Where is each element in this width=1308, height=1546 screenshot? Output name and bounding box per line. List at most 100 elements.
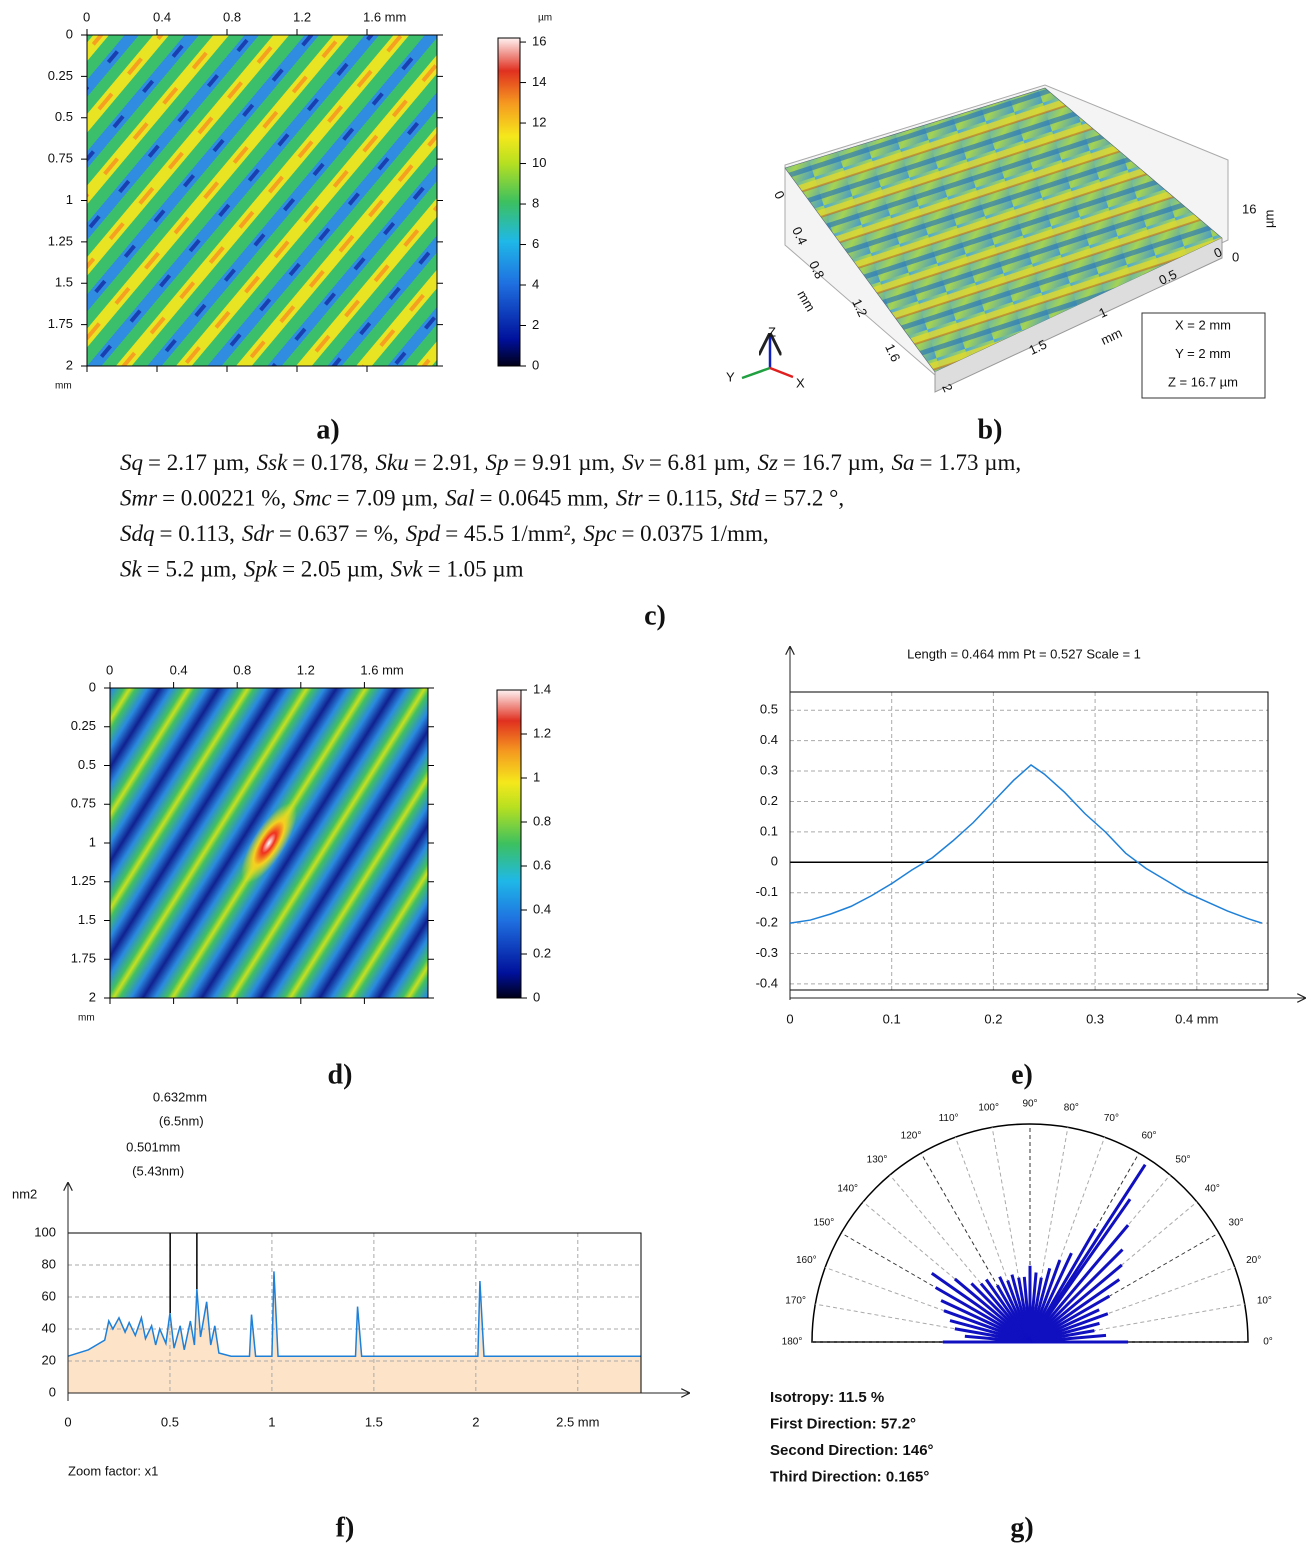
colorbar-tick-label: 0.8 — [533, 813, 551, 828]
panel-label: g) — [1010, 1512, 1033, 1543]
y-tick-label: 0.5 — [55, 109, 73, 124]
y-tick-label: 80 — [42, 1256, 56, 1271]
angle-label: 50° — [1175, 1154, 1190, 1165]
angle-label: 160° — [796, 1255, 817, 1266]
y-tick-label: 1.25 — [48, 233, 73, 248]
parameter-value: = 2.05 µm, — [282, 557, 384, 582]
y-tick-label: 0.75 — [48, 151, 73, 166]
colorbar — [497, 37, 521, 367]
parameter-value: = 0.178, — [292, 450, 368, 475]
angle-label: 10° — [1257, 1295, 1272, 1306]
colorbar-tick-label: 1.2 — [533, 725, 551, 740]
direction-ray — [1029, 1278, 1121, 1344]
angle-label: 40° — [1205, 1184, 1220, 1195]
y-tick-label: 1.5 — [78, 912, 96, 927]
axis-triad-label: X — [796, 375, 805, 390]
x-unit-3d: mm — [794, 288, 818, 314]
parameter-value: = 2.91, — [414, 450, 479, 475]
parameter-value: = 2.17 µm, — [148, 450, 250, 475]
x-tick-label: 0.8 — [223, 9, 241, 24]
x-tick-label: 0.5 — [161, 1414, 179, 1429]
parameter-name: Smc — [293, 486, 331, 511]
parameter-name: Sq — [120, 450, 143, 475]
y-tick-label: 40 — [42, 1320, 56, 1335]
isotropy-stat: First Direction: 57.2° — [770, 1415, 916, 1432]
parameter-value: = 0.0645 mm, — [480, 486, 609, 511]
y-tick-label: 0.3 — [760, 762, 778, 777]
z-axis-label-3d: 16 — [1242, 201, 1256, 216]
parameter-line: Smr = 0.00221 %, Smc = 7.09 µm, Sal = 0.0645 … — [120, 486, 844, 511]
parameter-name: Spd — [406, 521, 441, 546]
peak-sub-label: (6.5nm) — [159, 1113, 204, 1128]
parameter-name: Str — [616, 486, 644, 511]
angle-label: 120° — [901, 1131, 922, 1142]
parameter-name: Sdr — [242, 521, 275, 546]
z-axis-label-3d: 0 — [1232, 249, 1239, 264]
parameter-name: Sa — [892, 450, 915, 475]
x-tick-label: 2.5 mm — [556, 1414, 599, 1429]
parameter-name: Sp — [485, 450, 508, 475]
parameter-value: = 0.00221 %, — [162, 486, 286, 511]
profile-line — [789, 764, 1263, 924]
parameter-value: = 6.81 µm, — [649, 450, 751, 475]
colorbar-tick-label: 16 — [532, 33, 546, 48]
y-tick-label: 1 — [89, 834, 96, 849]
y-tick-label: 20 — [42, 1352, 56, 1367]
parameter-value: = 5.2 µm, — [147, 557, 237, 582]
colorbar-tick-label: 0.4 — [533, 901, 551, 916]
x-axis-label-3d: 0.4 — [789, 224, 810, 247]
y-tick-label: 2 — [89, 989, 96, 1004]
heatmap-peak — [241, 803, 297, 883]
y-tick-label: 0.2 — [760, 793, 778, 808]
x-tick-label: 0.3 — [1086, 1011, 1104, 1026]
y-tick-label: 0 — [49, 1384, 56, 1399]
colorbar-tick-label: 0 — [532, 357, 539, 372]
parameter-name: Svk — [391, 557, 424, 582]
x-tick-label: 0.8 — [233, 662, 251, 677]
dimension-text: Y = 2 mm — [1175, 346, 1231, 361]
parameter-name: Sdq — [120, 521, 155, 546]
x-tick-label: 0.2 — [984, 1011, 1002, 1026]
isotropy-stat: Isotropy: 11.5 % — [770, 1389, 884, 1406]
direction-ray — [1029, 1263, 1123, 1344]
isotropy-stat: Second Direction: 146° — [770, 1442, 934, 1459]
parameter-line: Sdq = 0.113, Sdr = 0.637 = %, Spd = 45.5 1/mm… — [120, 521, 769, 546]
angle-label: 80° — [1064, 1102, 1079, 1113]
parameter-name: Sz — [757, 450, 778, 475]
y-tick-label: 1.25 — [71, 873, 96, 888]
panel-label: a) — [316, 414, 339, 445]
y-unit: mm — [55, 381, 72, 392]
dimension-text: X = 2 mm — [1175, 317, 1231, 332]
colorbar-tick-label: 1.4 — [533, 681, 551, 696]
parameter-name: Smr — [120, 486, 158, 511]
parameter-name: Sku — [376, 450, 409, 475]
colorbar-tick-label: 8 — [532, 195, 539, 210]
parameter-line: Sq = 2.17 µm, Ssk = 0.178, Sku = 2.91, Sp = 9.9… — [120, 450, 1021, 475]
colorbar-unit: µm — [538, 13, 552, 24]
parameter-value: = 45.5 1/mm², — [445, 521, 576, 546]
y-unit-3d: mm — [1098, 325, 1124, 348]
y-tick-label: 0.4 — [760, 732, 778, 747]
angle-label: 90° — [1022, 1099, 1037, 1110]
colorbar-tick-label: 6 — [532, 236, 539, 251]
colorbar-tick-label: 0.6 — [533, 857, 551, 872]
peak-sub-label: (5.43nm) — [132, 1163, 184, 1178]
direction-ray — [930, 1271, 1031, 1344]
y-axis-label-3d: 1.5 — [1026, 337, 1049, 358]
plot-frame — [789, 691, 1269, 991]
y-tick-label: 0.25 — [71, 718, 96, 733]
panel-label: e) — [1011, 1059, 1033, 1090]
parameter-name: Sk — [120, 557, 143, 582]
angle-label: 180° — [782, 1337, 803, 1348]
parameter-value: = 0.0375 1/mm, — [621, 521, 768, 546]
angle-label: 130° — [867, 1154, 888, 1165]
colorbar-tick-label: 1 — [533, 769, 540, 784]
x-tick-label: 0.4 — [170, 662, 188, 677]
panel-label: f) — [336, 1512, 355, 1543]
colorbar-tick-label: 0.2 — [533, 945, 551, 960]
y-tick-label: 0.25 — [48, 68, 73, 83]
zoom-note: Zoom factor: x1 — [68, 1463, 158, 1478]
axis-triad-label: Z — [768, 324, 776, 339]
dimension-box — [1141, 312, 1266, 399]
